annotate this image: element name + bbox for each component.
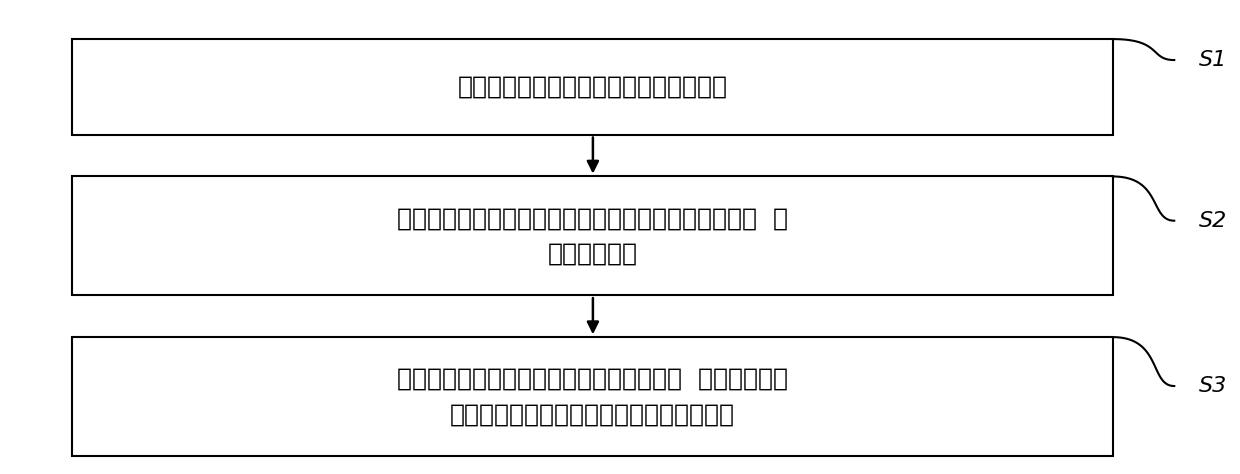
Text: 根据预设的发送规则发送解码信息至接收端  使得接收端根
据预设的解码规则对解码信息进行再次解码: 根据预设的发送规则发送解码信息至接收端 使得接收端根 据预设的解码规则对解码信息… [397, 367, 787, 426]
Text: 接收发送端发送的四进制编码的传送信息: 接收发送端发送的四进制编码的传送信息 [458, 75, 728, 99]
Text: 根据预设的解码规则对四进制编码的传送信息进行解析  以
获取解码信息: 根据预设的解码规则对四进制编码的传送信息进行解析 以 获取解码信息 [397, 206, 787, 265]
Text: S1: S1 [1199, 50, 1228, 70]
FancyBboxPatch shape [72, 337, 1112, 456]
FancyBboxPatch shape [72, 176, 1112, 295]
Text: S2: S2 [1199, 211, 1228, 231]
Text: S3: S3 [1199, 376, 1228, 396]
FancyBboxPatch shape [72, 39, 1112, 135]
